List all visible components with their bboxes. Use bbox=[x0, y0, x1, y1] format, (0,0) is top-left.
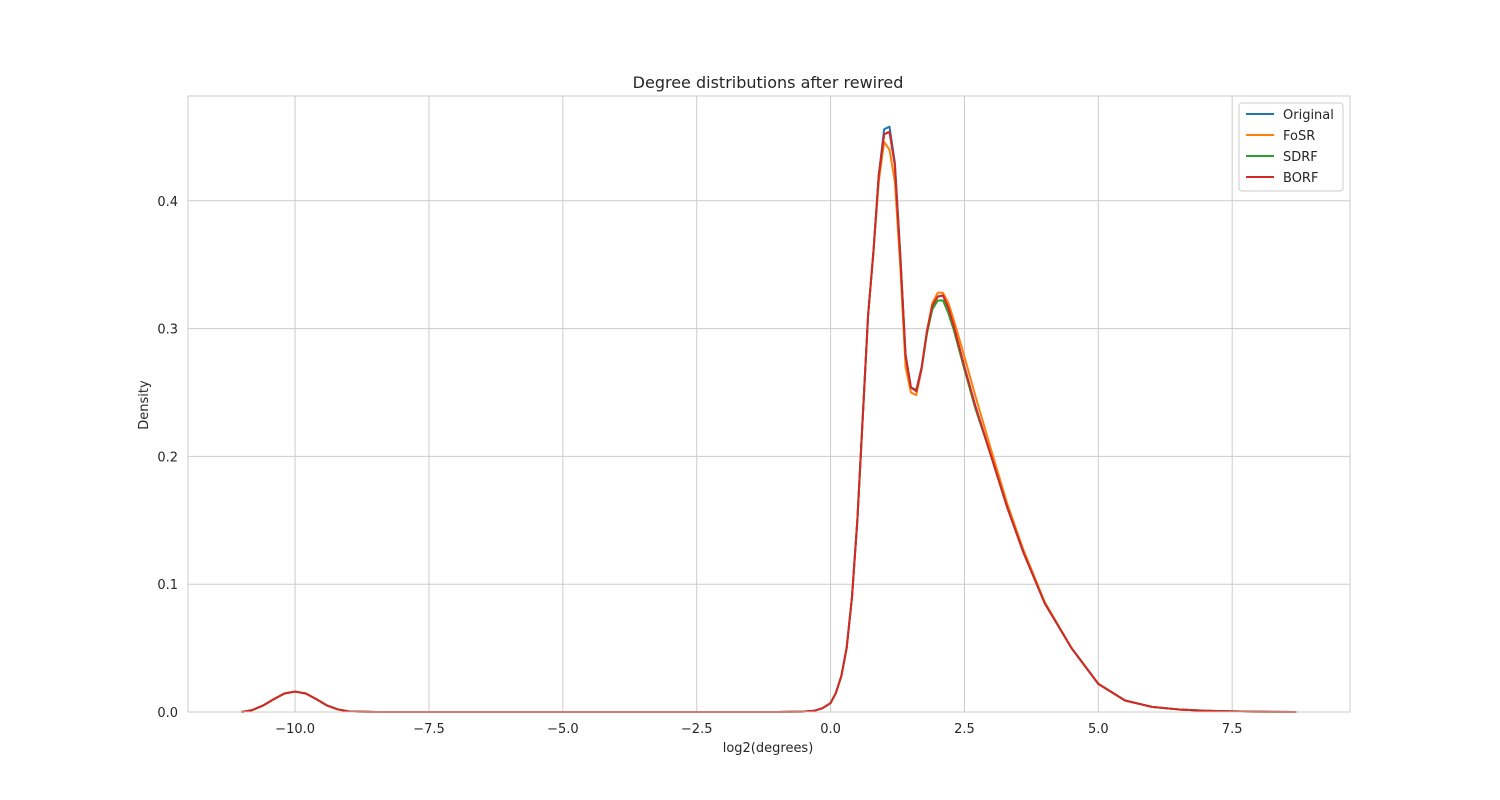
legend-label-sdrf: SDRF bbox=[1283, 150, 1318, 165]
chart-title: Degree distributions after rewired bbox=[633, 73, 904, 92]
y-axis-title: Density bbox=[137, 380, 152, 430]
y-tick-label: 0.1 bbox=[157, 578, 178, 593]
x-tick-label: 2.5 bbox=[954, 722, 975, 737]
y-tick-label: 0.2 bbox=[157, 450, 178, 465]
x-tick-label: 0.0 bbox=[820, 722, 841, 737]
x-axis-ticks: −10.0 −7.5 −5.0 −2.5 0.0 2.5 5.0 7.5 bbox=[275, 722, 1242, 737]
x-axis-title: log2(degrees) bbox=[723, 741, 814, 756]
y-axis-ticks: 0.0 0.1 0.2 0.3 0.4 bbox=[157, 195, 178, 721]
x-tick-label: 7.5 bbox=[1222, 722, 1243, 737]
legend-label-original: Original bbox=[1283, 108, 1334, 123]
y-tick-label: 0.3 bbox=[157, 323, 178, 338]
series-lines bbox=[241, 125, 1297, 713]
x-tick-label: 5.0 bbox=[1088, 722, 1109, 737]
x-tick-label: −7.5 bbox=[413, 722, 445, 737]
series-line-borf bbox=[241, 130, 1297, 713]
legend-box bbox=[1238, 102, 1344, 192]
legend: Original FoSR SDRF BORF bbox=[1238, 102, 1344, 192]
y-tick-label: 0.0 bbox=[157, 706, 178, 721]
x-tick-label: −5.0 bbox=[547, 722, 579, 737]
plot-area bbox=[188, 96, 1350, 712]
legend-label-borf: BORF bbox=[1283, 171, 1318, 186]
plot-frame bbox=[187, 95, 1351, 713]
x-tick-label: −10.0 bbox=[275, 722, 315, 737]
x-tick-label: −2.5 bbox=[681, 722, 713, 737]
y-tick-label: 0.4 bbox=[157, 195, 178, 210]
legend-label-fosr: FoSR bbox=[1283, 129, 1315, 144]
